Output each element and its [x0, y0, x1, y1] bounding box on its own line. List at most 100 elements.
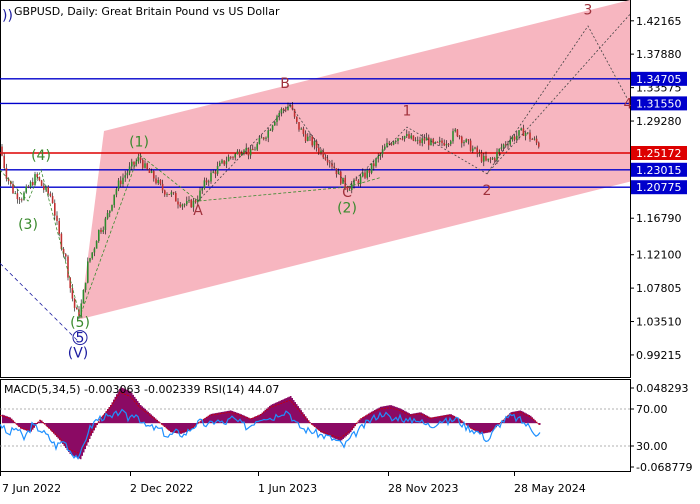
- level-tag-label: 1.23015: [636, 164, 682, 177]
- candle-body: [265, 138, 267, 139]
- wave-label: 1: [403, 103, 412, 119]
- candle-body: [490, 159, 492, 160]
- candle-body: [518, 130, 520, 136]
- wave-label: C: [342, 185, 352, 201]
- level-tag-label: 1.25172: [636, 147, 682, 160]
- candle-body: [166, 194, 168, 195]
- candle-body: [74, 299, 76, 308]
- candle-body: [360, 176, 362, 184]
- indicator-tick-label: 70.00: [636, 403, 668, 416]
- indicator-tick-label: 0.048293: [636, 382, 689, 395]
- candle-body: [538, 143, 540, 147]
- macd-bar: [17, 423, 19, 425]
- candle-body: [311, 136, 313, 145]
- candle-body: [91, 252, 93, 258]
- macd-bar: [340, 423, 342, 441]
- candle-body: [272, 125, 274, 130]
- candle-body: [283, 109, 285, 110]
- candle-body: [430, 139, 432, 145]
- wave-label: A: [193, 203, 203, 219]
- candle-body: [474, 147, 476, 148]
- candle-body: [232, 157, 234, 158]
- candle-body: [120, 181, 122, 185]
- candle-body: [424, 138, 426, 140]
- candle-body: [516, 136, 518, 140]
- candle-body: [382, 149, 384, 154]
- candle-body: [30, 182, 32, 187]
- candle-body: [443, 143, 445, 145]
- candle-body: [355, 180, 357, 181]
- candle-body: [223, 160, 225, 164]
- macd-bar: [262, 413, 264, 424]
- candle-body: [366, 170, 368, 178]
- candle-body: [65, 254, 67, 256]
- x-tick-label: 28 Nov 2023: [388, 482, 458, 495]
- candle-body: [85, 283, 87, 290]
- macd-bar: [490, 423, 492, 432]
- candle-body: [520, 128, 522, 130]
- candle-body: [261, 138, 263, 139]
- macd-bar: [245, 416, 247, 423]
- candle-body: [468, 139, 470, 140]
- macd-bar: [37, 423, 39, 424]
- indicator-label: MACD(5,34,5) -0.003063 -0.002339 RSI(14)…: [4, 383, 279, 396]
- candle-body: [274, 122, 276, 125]
- wave-label: (5): [70, 315, 90, 331]
- candle-body: [67, 257, 69, 278]
- candle-body: [52, 196, 54, 203]
- candle-body: [417, 140, 419, 141]
- candle-body: [14, 193, 16, 194]
- candle-body: [41, 180, 43, 186]
- candle-body: [481, 153, 483, 161]
- candle-body: [452, 131, 454, 141]
- candle-body: [226, 161, 228, 164]
- candle-body: [507, 144, 509, 145]
- candle-body: [476, 147, 478, 153]
- candle-body: [144, 163, 146, 167]
- price-axis: 1.421651.378801.335751.292801.250001.207…: [630, 15, 687, 362]
- candle-body: [157, 180, 159, 183]
- candle-body: [364, 173, 366, 178]
- candle-body: [408, 134, 410, 138]
- candle-body: [217, 166, 219, 174]
- candle-body: [450, 141, 452, 144]
- candle-body: [454, 130, 456, 132]
- candle-body: [47, 187, 49, 193]
- candle-body: [536, 139, 538, 143]
- x-tick-label: 28 May 2024: [514, 482, 586, 495]
- candle-body: [483, 156, 485, 162]
- candle-body: [234, 154, 236, 158]
- chart-symbol-label: GBPUSD, Daily: Great Britain Pound vs US…: [14, 5, 280, 18]
- candle-body: [494, 158, 496, 160]
- candle-body: [56, 216, 58, 221]
- candle-body: [432, 139, 434, 143]
- candle-body: [201, 188, 203, 190]
- candle-body: [428, 137, 430, 145]
- y-tick-label: 1.12100: [636, 249, 682, 262]
- wave-label: (1): [129, 135, 149, 151]
- candle-body: [109, 211, 111, 213]
- x-tick-label: 2 Dec 2022: [130, 482, 193, 495]
- candle-body: [171, 192, 173, 194]
- candle-body: [3, 156, 5, 168]
- candle-body: [402, 139, 404, 140]
- candle-body: [162, 184, 164, 190]
- candle-body: [116, 189, 118, 195]
- y-tick-label: 1.03510: [636, 316, 682, 329]
- macd-bar: [52, 423, 54, 432]
- candle-body: [470, 141, 472, 152]
- candle-body: [17, 193, 19, 199]
- candle-body: [1, 147, 3, 156]
- y-tick-label: 1.07805: [636, 282, 682, 295]
- candle-body: [393, 142, 395, 145]
- candle-body: [195, 201, 197, 203]
- candle-body: [188, 200, 190, 201]
- candle-body: [186, 201, 188, 204]
- candle-body: [215, 172, 217, 174]
- candle-body: [19, 199, 21, 200]
- candle-body: [243, 150, 245, 153]
- candle-body: [498, 149, 500, 152]
- macd-bar: [358, 422, 360, 423]
- candle-body: [177, 201, 179, 204]
